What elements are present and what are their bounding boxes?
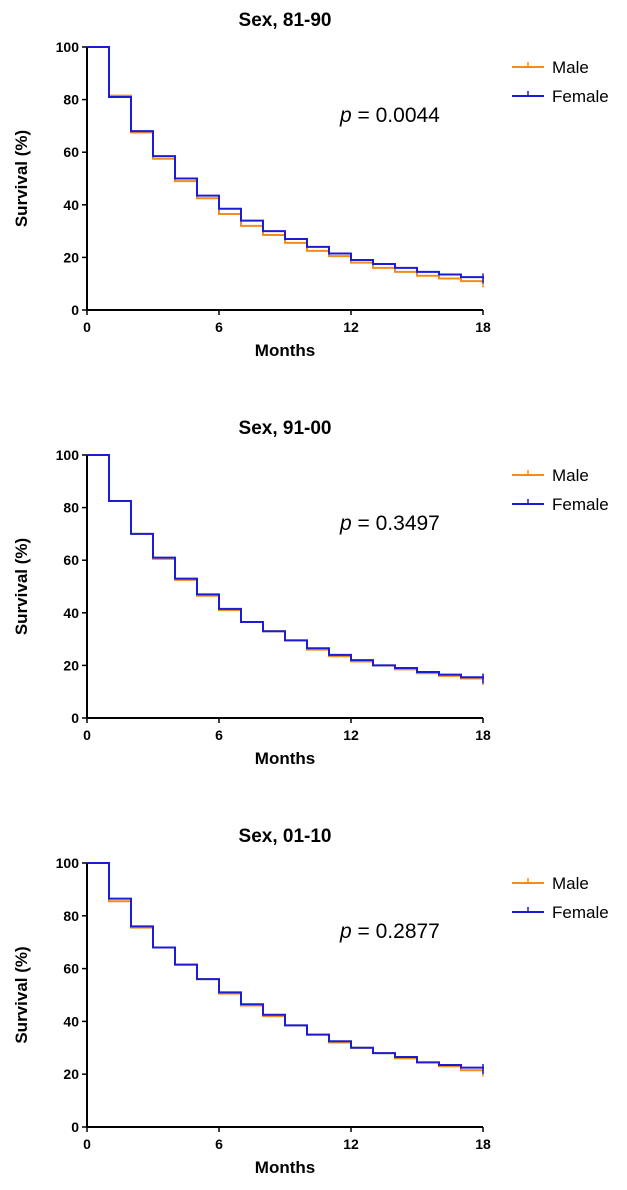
- x-tick-label: 0: [83, 727, 91, 743]
- y-tick-label: 60: [63, 961, 79, 977]
- series-line-male: [87, 46, 484, 283]
- y-tick-label: 40: [63, 605, 79, 621]
- p-value-annotation: p = 0.0044: [339, 104, 440, 127]
- x-tick-label: 6: [215, 727, 223, 743]
- y-tick-label: 100: [56, 39, 80, 55]
- x-tick-label: 18: [475, 1136, 491, 1152]
- p-value-text: = 0.2877: [352, 920, 440, 943]
- chart-title: Sex, 81-90: [239, 10, 332, 31]
- y-tick-label: 20: [63, 1066, 79, 1082]
- y-tick-label: 0: [71, 302, 79, 318]
- series-line-female: [87, 454, 484, 679]
- chart-panel: Sex, 91-00 0 20 40 60 80 100 0 6 12 18 Months Surviv…: [12, 418, 609, 768]
- y-axis-label: Survival (%): [12, 538, 31, 635]
- y-tick-label: 40: [63, 1013, 79, 1029]
- p-value-text: = 0.3497: [352, 512, 440, 535]
- chart-title: Sex, 91-00: [239, 418, 332, 439]
- legend-item-female: Female: [512, 903, 609, 922]
- x-tick-label: 6: [215, 1136, 223, 1152]
- x-tick-label: 12: [343, 727, 359, 743]
- legend-item-female: Female: [512, 495, 609, 514]
- y-axis-label: Survival (%): [12, 946, 31, 1043]
- legend-item-female: Female: [512, 87, 609, 106]
- p-value-annotation: p = 0.2877: [339, 920, 440, 943]
- y-tick-label: 80: [63, 908, 79, 924]
- x-tick-label: 18: [475, 727, 491, 743]
- series-line-male: [87, 862, 484, 1072]
- x-tick-label: 0: [83, 1136, 91, 1152]
- x-tick-label: 12: [343, 1136, 359, 1152]
- y-tick-label: 20: [63, 249, 79, 265]
- p-value-text: = 0.0044: [352, 104, 440, 127]
- y-tick-label: 80: [63, 92, 79, 108]
- legend-item-male: Male: [512, 58, 589, 77]
- legend-label: Female: [552, 87, 609, 106]
- chart-panel: Sex, 01-10 0 20 40 60 80 100 0 6 12 18 Months Surviv…: [12, 826, 609, 1177]
- y-tick-label: 80: [63, 500, 79, 516]
- legend-label: Male: [552, 466, 589, 485]
- p-symbol: p: [339, 104, 352, 127]
- series-line-female: [87, 46, 484, 279]
- chart-title: Sex, 01-10: [239, 826, 332, 847]
- chart-panel: Sex, 81-90 0 20 40 60 80 100 0 6 12 18 Months Surviv…: [12, 10, 609, 360]
- p-symbol: p: [339, 920, 352, 943]
- x-axis-label: Months: [255, 341, 315, 360]
- y-tick-label: 0: [71, 710, 79, 726]
- series-line-female: [87, 862, 484, 1069]
- x-tick-label: 12: [343, 319, 359, 335]
- x-axis-label: Months: [255, 1158, 315, 1177]
- y-tick-label: 100: [56, 855, 80, 871]
- y-tick-label: 20: [63, 657, 79, 673]
- y-tick-label: 40: [63, 197, 79, 213]
- y-axis-label: Survival (%): [12, 130, 31, 227]
- legend-label: Female: [552, 495, 609, 514]
- legend-item-male: Male: [512, 874, 589, 893]
- p-symbol: p: [339, 512, 352, 535]
- x-tick-label: 0: [83, 319, 91, 335]
- x-tick-label: 6: [215, 319, 223, 335]
- p-value-annotation: p = 0.3497: [339, 512, 440, 535]
- y-tick-label: 60: [63, 144, 79, 160]
- legend-label: Female: [552, 903, 609, 922]
- y-tick-label: 60: [63, 552, 79, 568]
- y-tick-label: 0: [71, 1119, 79, 1135]
- legend-label: Male: [552, 874, 589, 893]
- legend-item-male: Male: [512, 466, 589, 485]
- x-tick-label: 18: [475, 319, 491, 335]
- x-axis-label: Months: [255, 749, 315, 768]
- series-line-male: [87, 454, 484, 680]
- legend-label: Male: [552, 58, 589, 77]
- y-tick-label: 100: [56, 447, 80, 463]
